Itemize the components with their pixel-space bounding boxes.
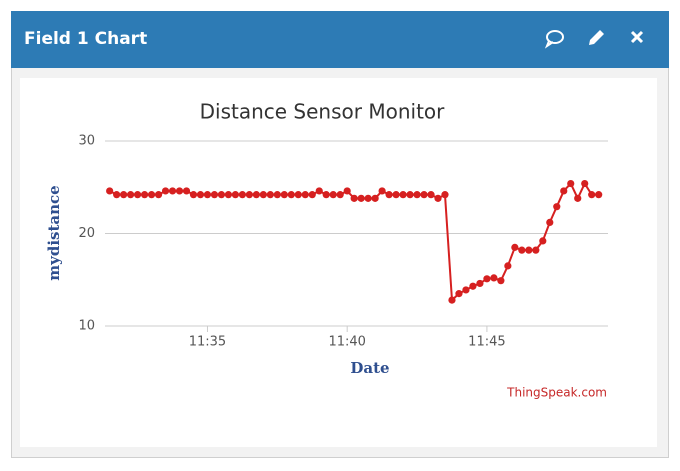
data-point: [161, 187, 170, 195]
header-bar: [11, 11, 669, 68]
x-tick-label: 11:35: [189, 335, 226, 350]
y-tick-label: 30: [78, 134, 95, 149]
chart-card: [20, 78, 657, 447]
data-point: [168, 187, 177, 195]
data-point: [504, 262, 512, 270]
chart-title: Distance Sensor Monitor: [200, 100, 446, 124]
data-point: [567, 179, 575, 188]
data-point: [329, 191, 337, 199]
data-point: [497, 277, 505, 285]
data-point: [434, 194, 442, 202]
data-point: [120, 191, 128, 199]
data-point: [539, 237, 547, 245]
data-point: [294, 191, 302, 199]
data-point: [154, 191, 163, 199]
data-point: [518, 246, 526, 254]
data-point: [175, 187, 184, 195]
data-point: [574, 194, 582, 202]
data-point: [595, 191, 603, 199]
x-axis-label: Date: [350, 359, 389, 377]
data-point: [364, 194, 372, 202]
data-point: [385, 191, 393, 199]
x-tick-label: 11:40: [328, 335, 365, 350]
data-point: [406, 191, 414, 199]
data-point: [581, 179, 589, 188]
data-point: [147, 191, 156, 199]
data-point: [106, 187, 114, 195]
data-point: [315, 187, 323, 195]
data-point: [238, 191, 246, 199]
data-point: [350, 194, 358, 202]
data-point: [462, 286, 470, 294]
data-point: [532, 246, 540, 254]
close-icon[interactable]: [630, 30, 644, 44]
data-point: [189, 191, 198, 199]
credits: ThingSpeak.com: [506, 386, 607, 400]
data-point: [287, 191, 295, 199]
x-tick-label: 11:45: [468, 335, 505, 350]
header-title: Field 1 Chart: [24, 29, 147, 49]
data-point: [127, 191, 135, 199]
data-point: [420, 191, 428, 199]
y-axis-label: mydistance: [45, 185, 63, 280]
data-point: [553, 203, 561, 211]
data-point: [378, 187, 386, 195]
y-tick-label: 10: [78, 319, 95, 334]
data-point: [441, 191, 449, 199]
data-point: [392, 191, 400, 199]
data-point: [357, 194, 365, 202]
comment-icon[interactable]: [544, 30, 564, 49]
data-point: [210, 191, 219, 199]
data-point: [469, 282, 477, 290]
data-point: [203, 191, 212, 199]
data-point: [413, 191, 421, 199]
data-point: [301, 191, 309, 199]
data-point: [546, 218, 554, 226]
data-point: [483, 275, 491, 283]
data-point: [476, 279, 484, 288]
data-point: [588, 191, 596, 199]
data-point: [259, 191, 267, 199]
data-point: [182, 187, 191, 195]
data-point: [322, 191, 330, 199]
data-point: [134, 191, 142, 199]
data-point: [371, 194, 379, 202]
data-point: [252, 191, 260, 199]
data-point: [343, 187, 351, 195]
edit-icon[interactable]: [589, 30, 604, 45]
data-point: [308, 191, 316, 199]
data-point: [399, 191, 407, 199]
data-point: [217, 191, 226, 199]
data-point: [525, 246, 533, 254]
data-point: [224, 191, 233, 199]
data-point: [448, 296, 456, 304]
data-point: [280, 191, 288, 199]
data-point: [231, 191, 240, 199]
data-point: [273, 191, 281, 199]
data-point: [245, 191, 253, 199]
data-point: [560, 187, 568, 195]
data-point: [427, 191, 435, 199]
data-point: [266, 191, 274, 199]
y-tick-label: 20: [78, 226, 95, 241]
data-point: [336, 191, 344, 199]
data-point: [113, 191, 121, 199]
data-point: [196, 191, 205, 199]
data-point: [455, 290, 463, 298]
data-point: [511, 243, 519, 251]
data-point: [140, 191, 149, 199]
data-point: [490, 274, 498, 282]
